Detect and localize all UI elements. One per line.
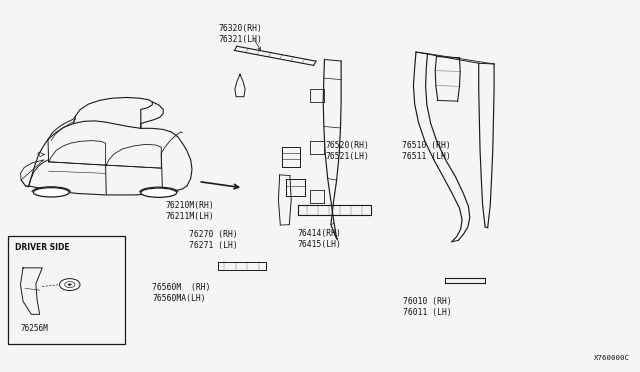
- Ellipse shape: [141, 188, 177, 197]
- Text: 76010 (RH)
76011 (LH): 76010 (RH) 76011 (LH): [403, 297, 452, 317]
- Text: 76270 (RH)
76271 (LH): 76270 (RH) 76271 (LH): [189, 230, 237, 250]
- Circle shape: [68, 283, 72, 286]
- Circle shape: [60, 279, 80, 291]
- Text: X760000C: X760000C: [595, 355, 630, 361]
- Text: 76256M: 76256M: [20, 324, 48, 333]
- Text: 76560M  (RH)
76560MA(LH): 76560M (RH) 76560MA(LH): [152, 283, 211, 303]
- Text: 76210M(RH)
76211M(LH): 76210M(RH) 76211M(LH): [165, 201, 214, 221]
- Ellipse shape: [33, 187, 69, 197]
- Text: DRIVER SIDE: DRIVER SIDE: [15, 243, 70, 252]
- Text: 76414(RH)
76415(LH): 76414(RH) 76415(LH): [298, 229, 342, 249]
- Bar: [8, 236, 125, 344]
- Text: 76510 (RH)
76511 (LH): 76510 (RH) 76511 (LH): [402, 141, 451, 161]
- Text: 76520(RH)
76521(LH): 76520(RH) 76521(LH): [325, 141, 369, 161]
- Text: 76320(RH)
76321(LH): 76320(RH) 76321(LH): [218, 24, 262, 44]
